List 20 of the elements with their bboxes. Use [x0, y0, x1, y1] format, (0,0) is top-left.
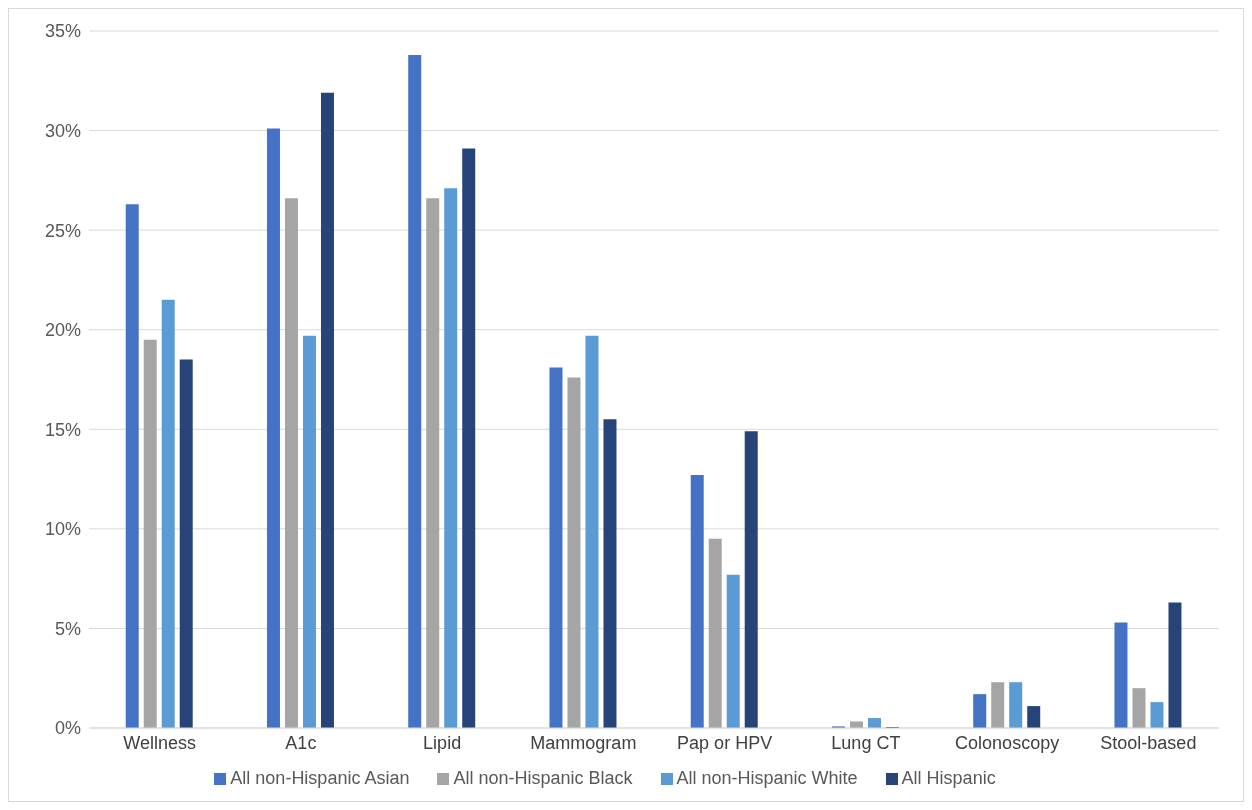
- y-tick-label: 35%: [44, 21, 81, 42]
- y-tick-label: 25%: [44, 220, 81, 241]
- y-tick-label: 30%: [44, 120, 81, 141]
- legend-label: All non-Hispanic Black: [453, 768, 633, 788]
- y-tick-label: 5%: [54, 618, 81, 639]
- x-tick-label: Lung CT: [831, 732, 901, 753]
- x-tick-label: Stool-based: [1100, 732, 1197, 753]
- legend-label: All Hispanic: [901, 768, 996, 788]
- y-tick-label: 0%: [54, 718, 81, 739]
- y-tick-label: 20%: [44, 320, 81, 341]
- x-tick-label: Lipid: [423, 732, 462, 753]
- y-tick-label: 10%: [44, 519, 81, 540]
- y-tick-label: 15%: [44, 419, 81, 440]
- x-tick-label: Colonoscopy: [955, 732, 1060, 753]
- x-tick-label: Pap or HPV: [677, 732, 773, 753]
- legend-label: All non-Hispanic White: [676, 768, 858, 788]
- x-tick-label: Wellness: [123, 732, 196, 753]
- x-tick-label: Mammogram: [530, 732, 637, 753]
- legend-label: All non-Hispanic Asian: [230, 768, 410, 788]
- x-tick-label: A1c: [285, 732, 317, 753]
